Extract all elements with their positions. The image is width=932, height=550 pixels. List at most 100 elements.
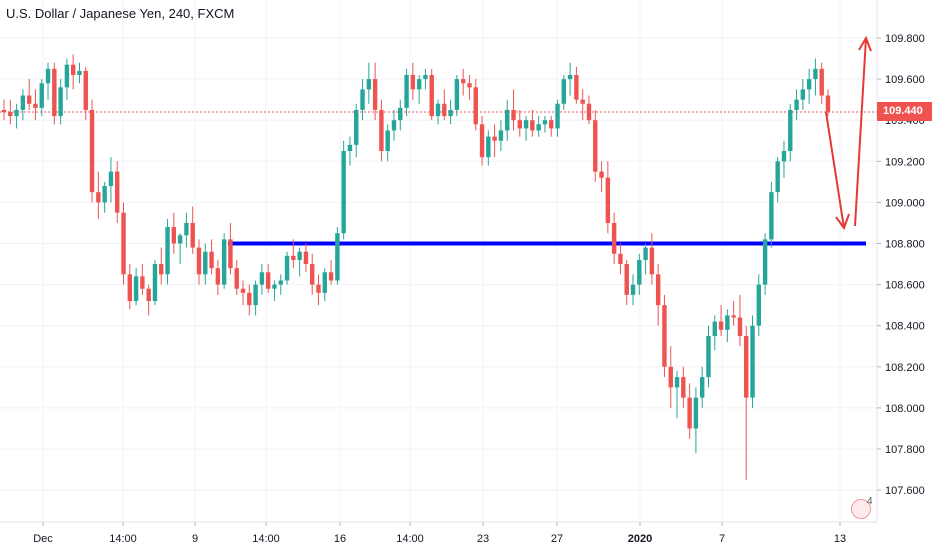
candle	[379, 99, 384, 162]
candle-body	[718, 321, 724, 330]
candle-body	[39, 83, 44, 108]
candle	[523, 116, 529, 141]
candle-body	[303, 251, 309, 265]
candle	[505, 99, 510, 141]
arrow-down-head[interactable]	[835, 213, 850, 231]
candle	[341, 140, 346, 240]
candle	[410, 62, 416, 100]
x-tick-label: 7	[719, 533, 725, 545]
y-tick-label: 108.400	[885, 321, 925, 333]
candle-body	[574, 74, 579, 100]
candle	[196, 239, 202, 285]
candle	[366, 62, 372, 104]
arrow-up-shaft[interactable]	[854, 37, 867, 227]
candle-body	[133, 276, 139, 302]
arrow-down-shaft[interactable]	[825, 111, 845, 229]
candle-body	[234, 268, 239, 289]
candle-body	[693, 397, 699, 429]
candle-body	[45, 68, 51, 84]
candle-body	[706, 335, 711, 378]
candle-body	[429, 74, 434, 117]
candle	[486, 130, 491, 166]
candle-body	[611, 222, 617, 254]
candle	[618, 243, 623, 275]
candle-body	[247, 292, 252, 306]
y-tick-label: 108.000	[885, 403, 925, 415]
candle	[593, 109, 598, 182]
candle	[14, 103, 19, 129]
candle	[58, 79, 63, 125]
candle	[64, 58, 70, 100]
candle	[800, 79, 806, 110]
candle	[681, 366, 686, 408]
candle-body	[165, 227, 170, 275]
candle	[391, 109, 397, 141]
candle-body	[379, 109, 384, 152]
time-axis[interactable]: Dec 14:00 9 14:00 16 14:00 23 27 2020 7 13	[33, 522, 846, 545]
candle-body	[228, 239, 233, 269]
candle	[115, 161, 120, 223]
candle-body	[253, 284, 258, 306]
y-tick-label: 109.200	[885, 156, 925, 168]
candle	[744, 325, 749, 480]
candle	[184, 212, 189, 248]
candle	[630, 274, 636, 306]
candle-body	[152, 264, 158, 302]
candle	[813, 58, 818, 96]
candle	[265, 264, 271, 293]
timezone-control[interactable]: 4	[851, 496, 877, 522]
candle-body	[479, 124, 485, 158]
forecast-arrows[interactable]	[825, 35, 872, 231]
candle-body	[492, 136, 497, 141]
candle	[775, 157, 780, 203]
x-tick-label: 2020	[628, 533, 652, 545]
candle	[240, 280, 246, 306]
candle-body	[825, 95, 831, 112]
chart-title: U.S. Dollar / Japanese Yen, 240, FXCM	[6, 6, 235, 21]
candle	[423, 68, 428, 90]
clock-icon[interactable]	[851, 499, 871, 519]
candle-body	[448, 109, 453, 117]
candle-body	[505, 109, 510, 131]
candle-body	[775, 161, 780, 193]
candle-body	[354, 109, 359, 145]
candle	[442, 89, 447, 121]
candle-body	[442, 103, 447, 117]
y-tick-label: 107.800	[885, 444, 925, 456]
candle	[825, 89, 831, 117]
candle-body	[649, 247, 655, 275]
candle-body	[542, 120, 548, 125]
candle	[303, 243, 309, 273]
candle-body	[328, 272, 334, 281]
candle	[605, 161, 611, 234]
candle	[473, 79, 478, 131]
candle	[762, 233, 768, 295]
candle	[574, 66, 579, 104]
x-tick-label: 14:00	[109, 533, 137, 545]
candle-body	[762, 239, 768, 285]
candle	[699, 366, 705, 408]
candle-body	[96, 192, 101, 203]
y-tick-label: 107.600	[885, 485, 925, 497]
candle	[335, 227, 340, 285]
candle	[33, 89, 38, 121]
candle-body	[64, 64, 70, 88]
arrow-up-head[interactable]	[858, 35, 872, 52]
candle-body	[83, 70, 88, 110]
candle-body	[58, 87, 63, 117]
candle	[1, 99, 7, 121]
candle	[234, 259, 239, 295]
candle-body	[781, 151, 787, 162]
candle	[228, 222, 233, 275]
candle	[121, 202, 126, 285]
candlestick-series	[1, 54, 831, 480]
candle-body	[385, 130, 390, 152]
candle-body	[643, 247, 648, 260]
candle	[731, 301, 736, 326]
price-axis[interactable]: 109.800109.600109.400109.200109.000108.8…	[877, 33, 925, 497]
candle-body	[699, 377, 705, 398]
candle-body	[555, 103, 560, 129]
candle-body	[297, 251, 302, 260]
x-tick-label: 14:00	[252, 533, 280, 545]
